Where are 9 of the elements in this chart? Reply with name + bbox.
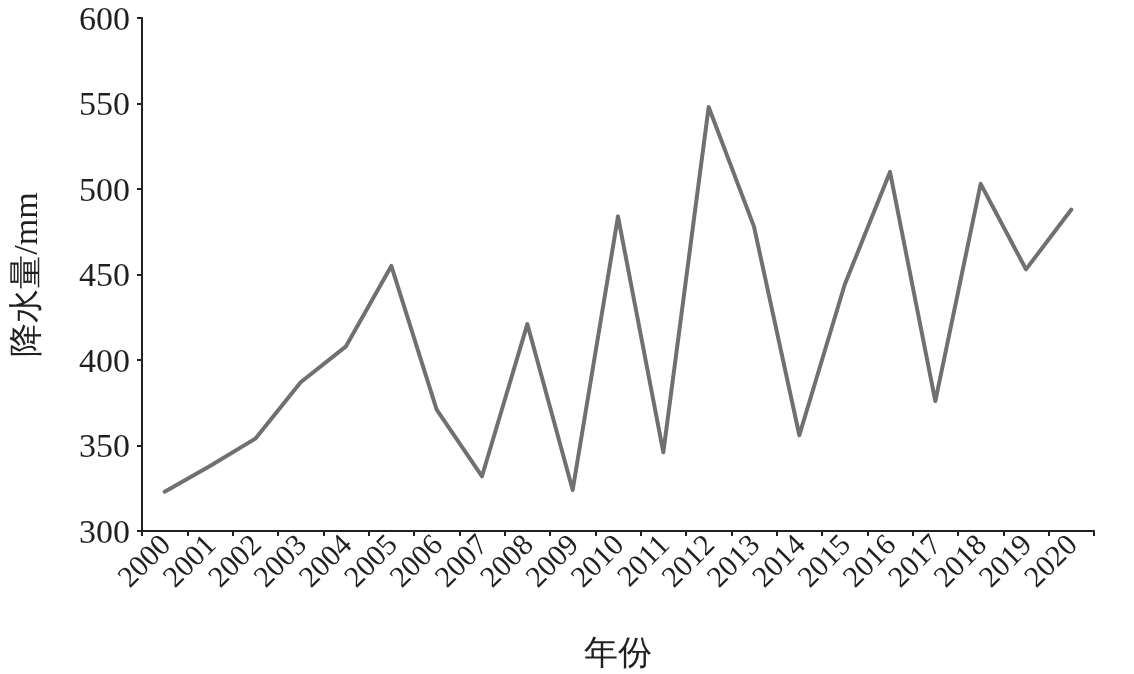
y-tick-label: 500 bbox=[79, 170, 130, 208]
y-tick-label: 550 bbox=[79, 85, 130, 122]
x-axis-title: 年份 bbox=[584, 633, 652, 671]
y-tick-label: 600 bbox=[79, 0, 130, 37]
y-axis-title: 降水量/mm bbox=[6, 192, 44, 357]
line-series bbox=[162, 104, 1074, 494]
y-tick-label: 350 bbox=[79, 427, 130, 464]
y-tick-label: 450 bbox=[79, 256, 130, 293]
y-tick-label: 400 bbox=[79, 341, 130, 379]
